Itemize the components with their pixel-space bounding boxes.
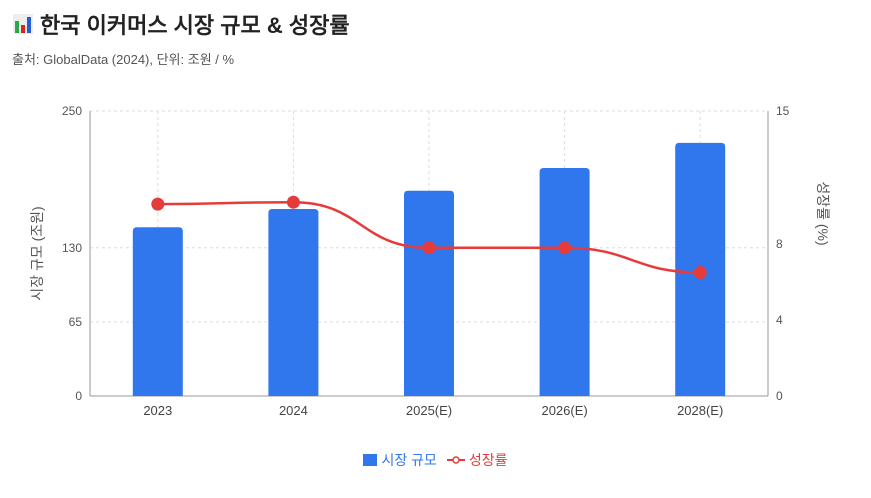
y2-axis-label: 성장률 (%) <box>815 181 831 245</box>
y2-tick-label: 0 <box>776 389 783 403</box>
bar-2026(E) <box>539 168 590 396</box>
bar-2025(E) <box>404 190 454 396</box>
x-tick-label: 2025(E) <box>406 403 452 418</box>
bar-2023 <box>132 227 183 396</box>
bar-2024 <box>268 209 319 396</box>
growth-point-2024 <box>286 195 300 209</box>
y2-tick-label: 8 <box>776 237 783 251</box>
bar-chart-icon <box>13 14 33 34</box>
y-tick-label: 0 <box>75 389 82 403</box>
chart-subtitle: 출처: GlobalData (2024), 단위: 조원 / % <box>12 52 235 67</box>
growth-point-2023 <box>151 197 165 211</box>
growth-point-2025(E) <box>422 241 436 255</box>
legend: 시장 규모 성장률 <box>0 450 871 470</box>
x-tick-label: 2026(E) <box>541 403 587 418</box>
x-tick-label: 2023 <box>143 403 172 418</box>
title-text: 한국 이커머스 시장 규모 & 성장률 <box>40 13 350 38</box>
growth-point-2026(E) <box>558 241 572 255</box>
legend-item-market-size[interactable]: 시장 규모 <box>363 450 437 470</box>
y-axis-label: 시장 규모 (조원) <box>29 206 45 300</box>
y2-tick-label: 15 <box>776 104 790 118</box>
legend-item-growth-rate[interactable]: 성장률 <box>446 450 508 470</box>
growth-point-2028(E) <box>693 266 707 279</box>
y-tick-label: 130 <box>62 241 82 255</box>
chart-title: 한국 이커머스 시장 규모 & 성장률 <box>12 8 350 40</box>
y-tick-label: 250 <box>62 104 82 118</box>
y-tick-label: 65 <box>69 315 83 329</box>
x-tick-label: 2028(E) <box>677 403 723 418</box>
y2-tick-label: 4 <box>776 313 783 327</box>
x-tick-label: 2024 <box>279 403 308 418</box>
